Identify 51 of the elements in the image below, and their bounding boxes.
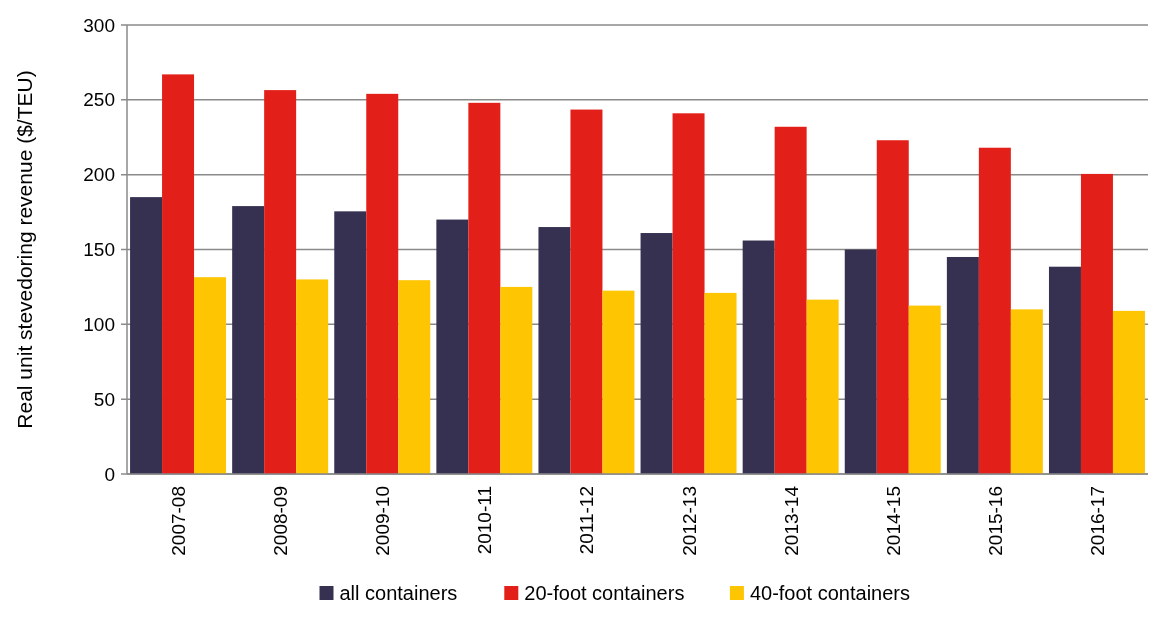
x-tick-label: 2013-14: [780, 485, 802, 556]
y-tick-label: 300: [83, 14, 115, 36]
bar: [296, 279, 329, 474]
bar: [1080, 173, 1113, 474]
x-tick-label: 2011-12: [576, 486, 598, 555]
y-tick-label: 100: [83, 313, 115, 335]
bar: [162, 74, 195, 474]
y-tick-label: 150: [83, 239, 115, 261]
bar: [774, 126, 807, 474]
bar: [946, 256, 979, 474]
bar: [1010, 309, 1043, 474]
y-tick-label: 250: [83, 89, 115, 111]
legend-label: 40-foot containers: [749, 582, 911, 604]
bar: [908, 305, 941, 474]
bar: [500, 286, 533, 474]
bar: [334, 211, 367, 474]
x-tick-label: 2008-09: [270, 486, 292, 556]
bar: [264, 90, 297, 474]
bar: [194, 277, 227, 474]
y-tick-label: 200: [83, 164, 115, 186]
bar: [570, 109, 603, 474]
bar: [468, 102, 501, 474]
y-tick-label: 50: [93, 388, 115, 410]
y-axis-title: Real unit stevedoring revenue ($/TEU): [13, 70, 36, 429]
bar: [672, 113, 705, 474]
bar: [640, 233, 673, 474]
bar: [130, 197, 163, 474]
x-tick-label: 2015-16: [984, 486, 1006, 556]
x-tick-label: 2010-11: [474, 486, 496, 555]
bar: [602, 290, 635, 474]
bar: [232, 206, 265, 474]
bar: [366, 93, 399, 474]
bar: [436, 219, 469, 474]
bar: [398, 280, 431, 474]
bar: [806, 299, 839, 474]
bar: [704, 292, 737, 474]
bar: [538, 227, 571, 474]
x-tick-label: 2014-15: [882, 486, 904, 556]
legend-label: 20-foot containers: [524, 582, 685, 604]
y-tick-label: 0: [104, 463, 115, 485]
bar: [742, 240, 775, 474]
legend-label: all containers: [339, 582, 458, 604]
bar: [978, 147, 1011, 474]
bar: [844, 249, 877, 474]
x-tick-label: 2016-17: [1086, 486, 1108, 556]
x-tick-label: 2007-08: [168, 486, 190, 556]
x-tick-label: 2012-13: [678, 486, 700, 556]
bar: [1048, 266, 1081, 474]
x-tick-label: 2009-10: [372, 486, 394, 556]
bar: [876, 140, 909, 474]
bar: [1112, 310, 1145, 474]
